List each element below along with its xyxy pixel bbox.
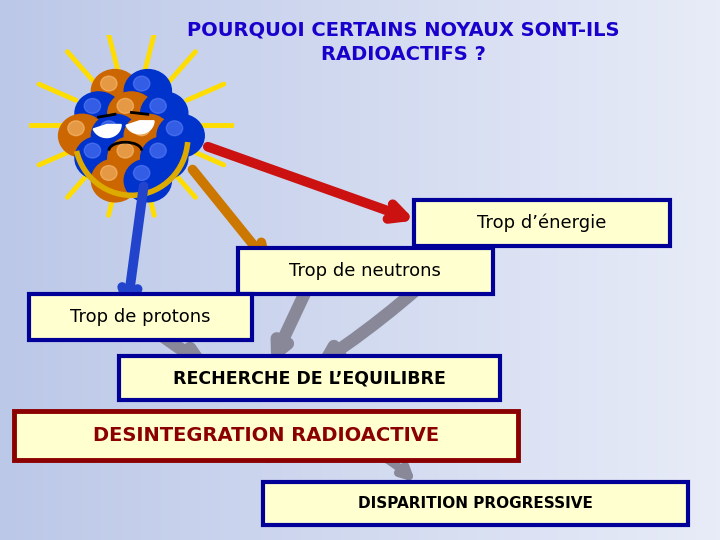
Text: Trop de protons: Trop de protons bbox=[70, 308, 211, 326]
Text: DESINTEGRATION RADIOACTIVE: DESINTEGRATION RADIOACTIVE bbox=[94, 426, 439, 445]
FancyBboxPatch shape bbox=[14, 411, 518, 460]
Text: Trop de neutrons: Trop de neutrons bbox=[289, 262, 441, 280]
FancyBboxPatch shape bbox=[263, 482, 688, 525]
Text: Trop d’énergie: Trop d’énergie bbox=[477, 213, 606, 232]
Text: POURQUOI CERTAINS NOYAUX SONT-ILS: POURQUOI CERTAINS NOYAUX SONT-ILS bbox=[187, 20, 619, 39]
Text: DISPARITION PROGRESSIVE: DISPARITION PROGRESSIVE bbox=[358, 496, 593, 511]
FancyBboxPatch shape bbox=[119, 356, 500, 400]
Text: RADIOACTIFS ?: RADIOACTIFS ? bbox=[321, 44, 485, 64]
FancyBboxPatch shape bbox=[414, 200, 670, 246]
FancyBboxPatch shape bbox=[29, 294, 252, 340]
FancyBboxPatch shape bbox=[238, 248, 493, 294]
Text: RECHERCHE DE L’EQUILIBRE: RECHERCHE DE L’EQUILIBRE bbox=[174, 369, 446, 387]
